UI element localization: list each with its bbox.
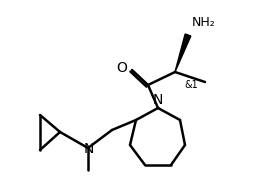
Text: N: N	[153, 93, 163, 107]
Text: &1: &1	[184, 80, 198, 90]
Text: O: O	[116, 61, 127, 75]
Text: N: N	[84, 142, 94, 156]
Text: NH₂: NH₂	[192, 16, 216, 29]
Polygon shape	[175, 34, 191, 72]
